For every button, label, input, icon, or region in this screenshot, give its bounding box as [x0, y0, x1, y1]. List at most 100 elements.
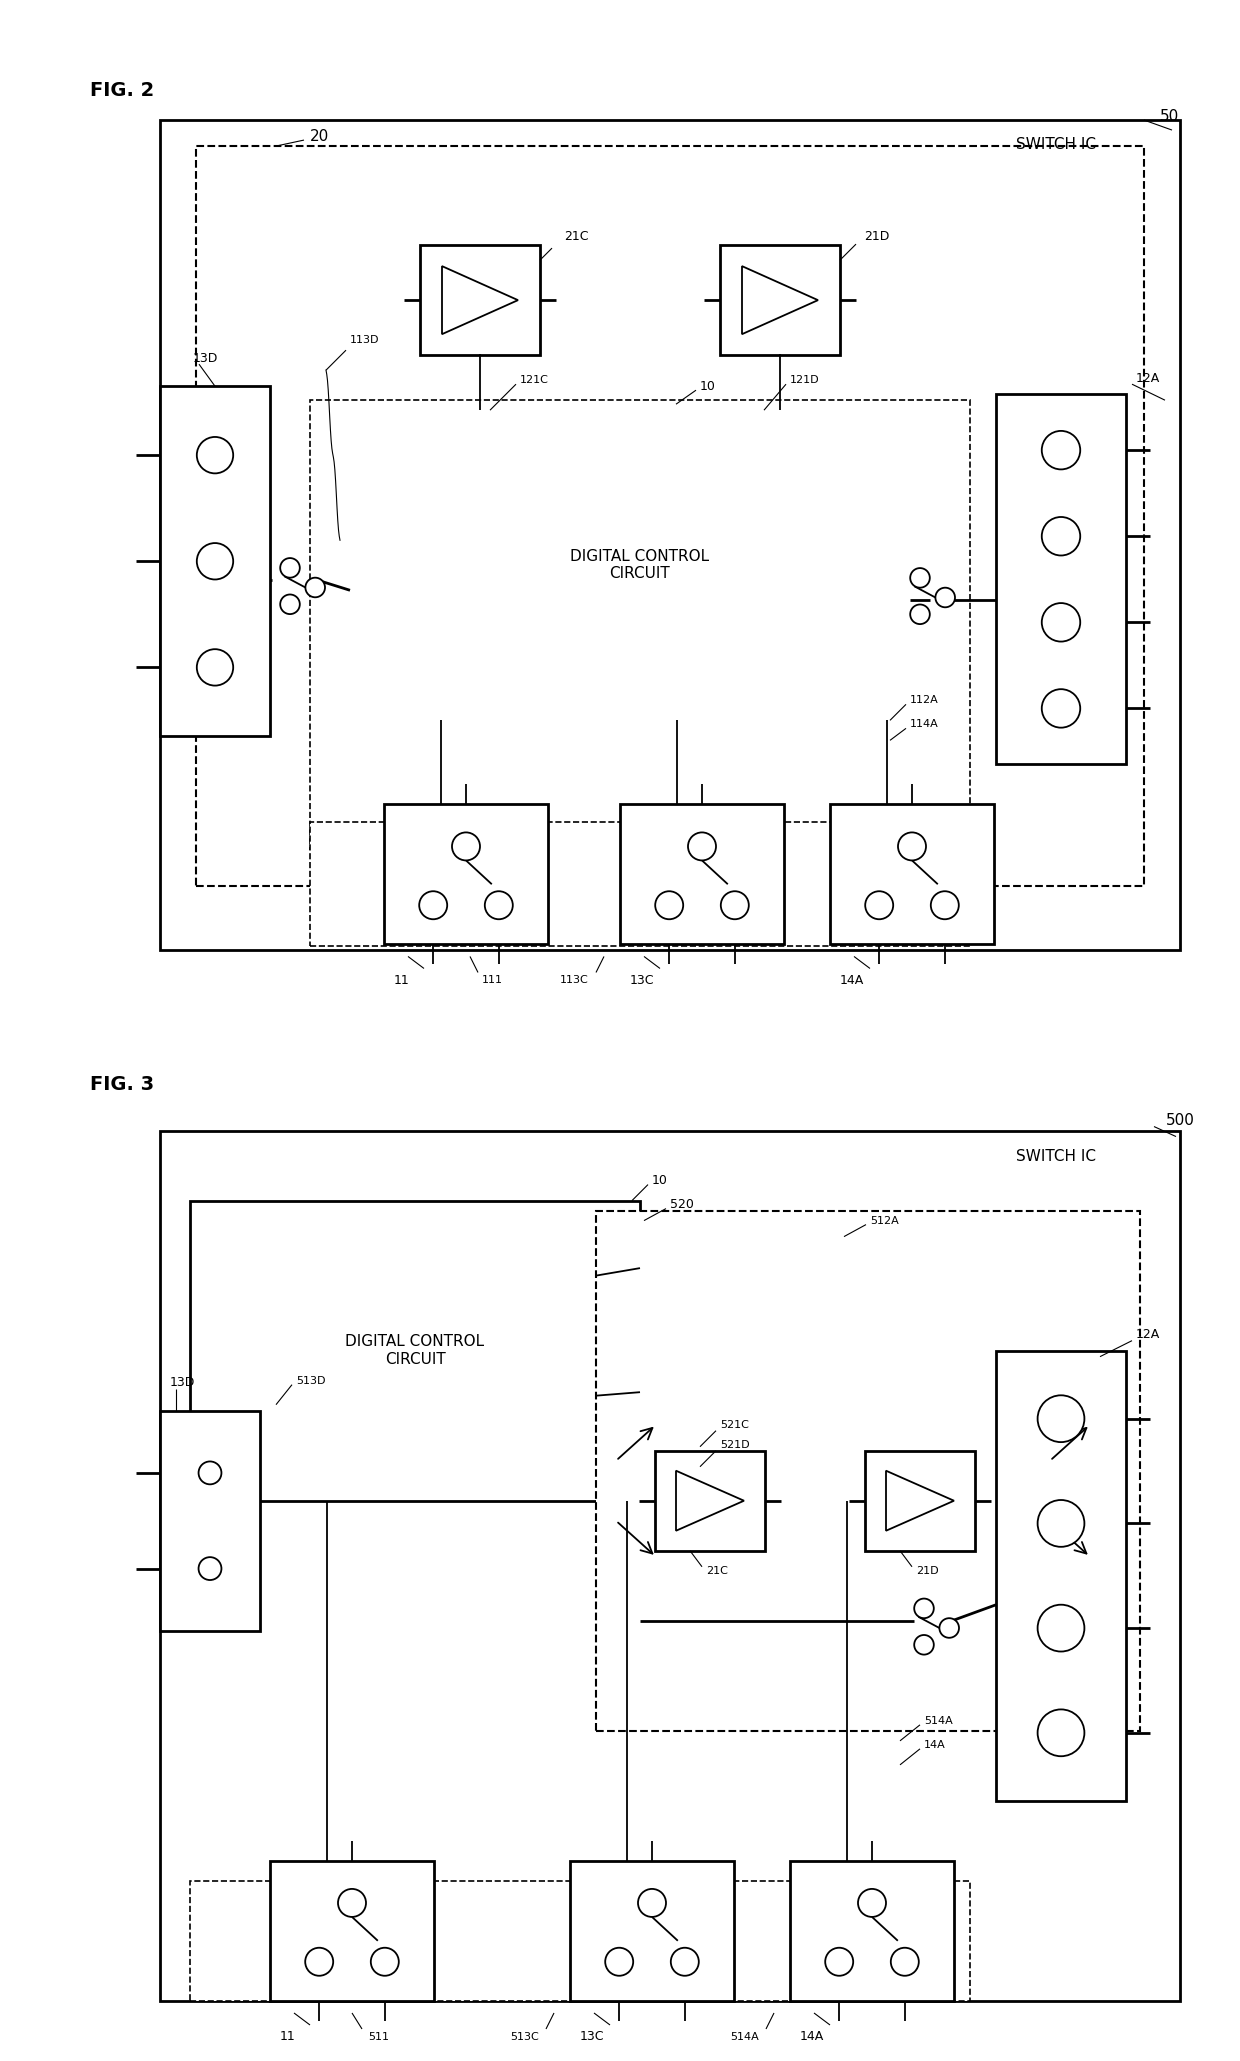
Circle shape [688, 833, 715, 859]
Bar [996, 1350, 1126, 1801]
Text: 112A: 112A [910, 695, 939, 705]
Circle shape [1038, 1500, 1085, 1548]
Text: 13C: 13C [630, 975, 655, 987]
Circle shape [655, 890, 683, 919]
Bar [620, 804, 784, 944]
Text: 12A: 12A [1136, 1327, 1161, 1342]
Bar [996, 394, 1126, 765]
Circle shape [485, 890, 513, 919]
Circle shape [671, 1948, 699, 1976]
Text: 21D: 21D [916, 1566, 939, 1577]
Bar [196, 146, 1145, 886]
Text: 121C: 121C [520, 375, 549, 385]
Text: 121D: 121D [790, 375, 820, 385]
Bar [790, 1861, 954, 2001]
Text: 21C: 21C [564, 229, 589, 243]
Bar [570, 1861, 734, 2001]
Circle shape [825, 1948, 853, 1976]
Bar [190, 1882, 970, 2001]
Bar [160, 1410, 260, 1630]
Text: 14A: 14A [839, 975, 864, 987]
Text: 114A: 114A [910, 719, 939, 730]
Circle shape [1038, 1606, 1085, 1651]
Circle shape [280, 559, 300, 577]
Circle shape [914, 1599, 934, 1618]
Text: 50: 50 [1159, 109, 1179, 124]
Bar [160, 1131, 1180, 2001]
Text: 13C: 13C [580, 2030, 605, 2045]
Text: 14A: 14A [924, 1739, 946, 1750]
Circle shape [1042, 517, 1080, 556]
Circle shape [280, 594, 300, 614]
Bar [160, 120, 1180, 950]
Text: 14A: 14A [800, 2030, 825, 2045]
Circle shape [931, 890, 959, 919]
Text: 20: 20 [310, 128, 330, 144]
Text: 113D: 113D [350, 336, 379, 344]
Bar [310, 822, 970, 946]
Circle shape [197, 437, 233, 474]
Circle shape [1038, 1709, 1085, 1756]
Text: 521D: 521D [720, 1441, 750, 1449]
Text: 21D: 21D [864, 229, 889, 243]
Text: 521C: 521C [720, 1420, 749, 1430]
Text: 513C: 513C [510, 2032, 538, 2042]
Circle shape [890, 1948, 919, 1976]
Text: 513D: 513D [296, 1375, 325, 1385]
Text: DIGITAL CONTROL
CIRCUIT: DIGITAL CONTROL CIRCUIT [570, 548, 709, 581]
Text: SWITCH IC: SWITCH IC [1016, 136, 1096, 153]
Circle shape [605, 1948, 634, 1976]
Circle shape [339, 1890, 366, 1917]
Text: 511: 511 [368, 2032, 389, 2042]
Circle shape [197, 542, 233, 579]
Circle shape [419, 890, 448, 919]
Bar [866, 1451, 975, 1550]
Circle shape [198, 1461, 222, 1484]
Circle shape [720, 890, 749, 919]
Text: 111: 111 [482, 975, 503, 985]
Text: 514A: 514A [924, 1717, 952, 1725]
Circle shape [940, 1618, 959, 1638]
Text: 11: 11 [280, 2030, 296, 2045]
Circle shape [866, 890, 893, 919]
Text: DIGITAL CONTROL
CIRCUIT: DIGITAL CONTROL CIRCUIT [346, 1333, 485, 1366]
Bar [830, 804, 994, 944]
Circle shape [453, 833, 480, 859]
Text: FIG. 2: FIG. 2 [91, 80, 154, 99]
Bar [160, 385, 270, 736]
Text: 512A: 512A [870, 1216, 899, 1226]
Bar [190, 1202, 640, 1500]
Bar [596, 1210, 1140, 1731]
Text: 21C: 21C [706, 1566, 728, 1577]
Circle shape [1042, 604, 1080, 641]
Circle shape [371, 1948, 399, 1976]
Bar [310, 400, 970, 851]
Bar [655, 1451, 765, 1550]
Circle shape [197, 649, 233, 686]
Text: 514A: 514A [730, 2032, 759, 2042]
Circle shape [305, 1948, 334, 1976]
Text: 10: 10 [701, 379, 715, 394]
Text: 500: 500 [1166, 1113, 1195, 1127]
Circle shape [1042, 688, 1080, 728]
Text: 520: 520 [670, 1197, 694, 1212]
Circle shape [1038, 1395, 1085, 1443]
Bar [420, 245, 539, 354]
Text: 12A: 12A [1136, 371, 1161, 385]
Circle shape [305, 577, 325, 598]
Circle shape [639, 1890, 666, 1917]
Bar [720, 245, 839, 354]
Bar [384, 804, 548, 944]
Circle shape [914, 1634, 934, 1655]
Bar [350, 410, 930, 721]
Circle shape [858, 1890, 887, 1917]
Text: FIG. 3: FIG. 3 [91, 1076, 154, 1094]
Circle shape [198, 1558, 222, 1581]
Circle shape [898, 833, 926, 859]
Circle shape [910, 604, 930, 624]
Text: 13D: 13D [170, 1377, 196, 1389]
Circle shape [1042, 431, 1080, 470]
Circle shape [935, 587, 955, 608]
Text: SWITCH IC: SWITCH IC [1016, 1150, 1096, 1164]
Text: 113C: 113C [560, 975, 589, 985]
